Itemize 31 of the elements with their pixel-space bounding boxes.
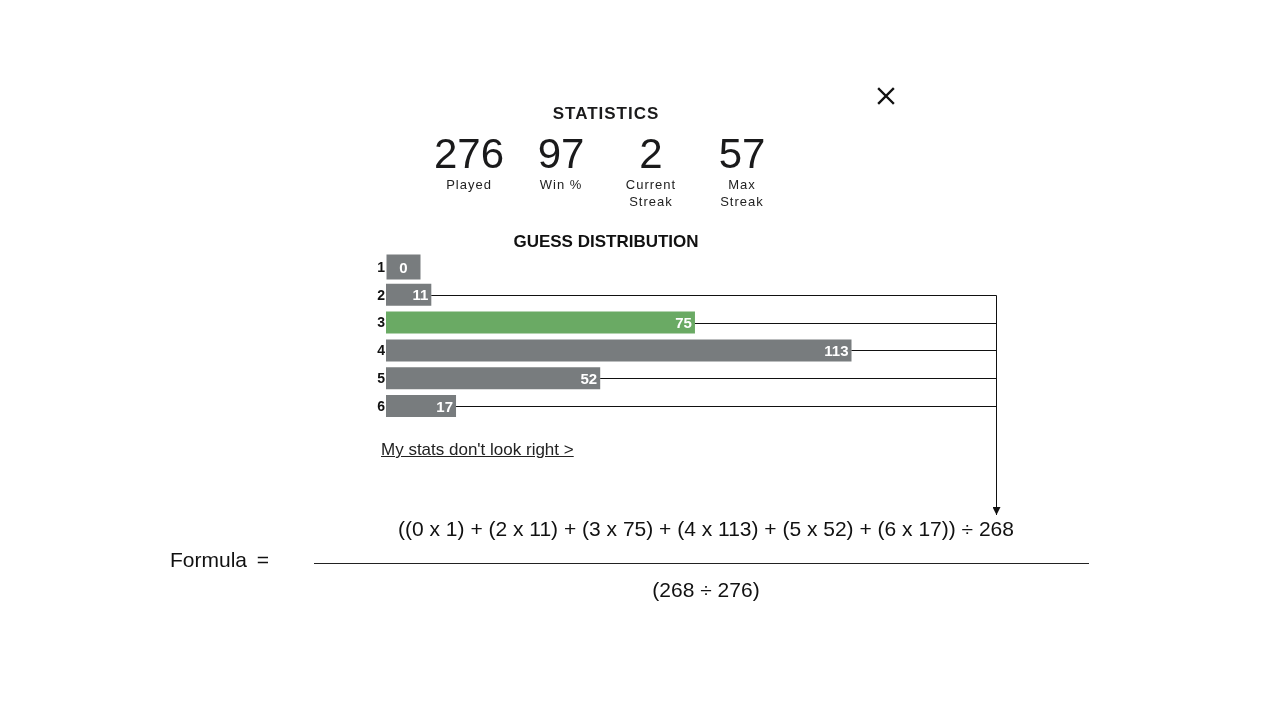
- y-tick-label: 4: [377, 342, 386, 359]
- category-label: Current Streak: [624, 176, 678, 210]
- y-tick-label: 6: [377, 397, 386, 414]
- data-label: 11: [412, 286, 429, 304]
- category-label: Win %: [538, 176, 584, 193]
- y-tick-label: 5: [377, 370, 386, 387]
- text: ((0 x 1) + (2 x 11) + (3 x 75) + (4 x 113) + (5 x 52) + (6 x 17)) ÷ 268: [398, 517, 1014, 541]
- category-label: Played: [445, 176, 493, 193]
- text: (268 ÷ 276): [652, 578, 760, 602]
- data-label: 75: [675, 314, 692, 332]
- data-label: 52: [580, 369, 598, 387]
- y-tick-label: 3: [377, 314, 386, 331]
- text: My stats don't look right >: [381, 440, 574, 460]
- bar: [386, 339, 852, 362]
- data-label: 276: [432, 130, 506, 177]
- data-label: 0: [399, 258, 408, 276]
- text: Formula =: [170, 548, 270, 572]
- y-tick-label: 2: [377, 286, 386, 303]
- data-label: 113: [824, 341, 849, 359]
- data-label: 97: [536, 130, 586, 177]
- chart-title: GUESS DISTRIBUTION: [513, 232, 699, 251]
- data-label: 2: [638, 130, 664, 177]
- y-tick-label: 1: [377, 258, 386, 275]
- text: STATISTICS: [551, 104, 661, 124]
- bar: [386, 311, 695, 334]
- bar: [386, 367, 601, 390]
- category-label: Max Streak: [719, 176, 765, 210]
- data-label: 17: [436, 397, 454, 415]
- bar: [386, 283, 432, 306]
- data-label: 57: [717, 130, 767, 177]
- bar: [386, 395, 457, 418]
